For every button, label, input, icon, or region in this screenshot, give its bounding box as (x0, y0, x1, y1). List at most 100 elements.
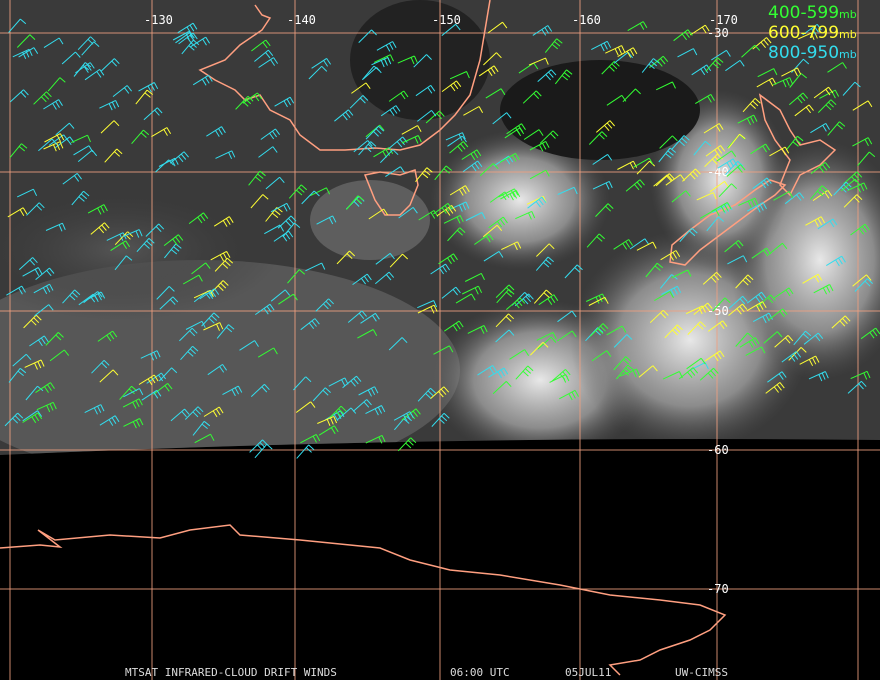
wind-barb (164, 243, 182, 259)
wind-barb (180, 345, 199, 361)
wind-barb (90, 222, 110, 235)
wind-barb (537, 69, 557, 82)
wind-barb (756, 294, 776, 308)
wind-barb (852, 137, 873, 147)
wind-barb (539, 130, 559, 144)
wind-barb (194, 433, 215, 444)
wind-barb (413, 54, 432, 68)
wind-barb (462, 160, 483, 173)
wind-barb (317, 415, 338, 426)
wind-barb (443, 214, 464, 224)
wind-barb (430, 386, 450, 400)
wind-barb (287, 269, 306, 284)
wind-barb (351, 82, 371, 94)
wind-barb (99, 99, 120, 111)
wind-barb (248, 170, 266, 186)
wind-barb (77, 149, 98, 162)
wind-barb (328, 405, 347, 420)
wind-barb (296, 444, 315, 459)
wind-barb (500, 189, 521, 201)
wind-barb (464, 272, 485, 282)
wind-barb (712, 297, 731, 312)
wind-barb (315, 298, 334, 312)
wind-barb (789, 73, 808, 88)
wind-barb (210, 280, 229, 294)
wind-barb (255, 303, 275, 316)
wind-barb (43, 141, 64, 152)
wind-barb (441, 286, 461, 299)
wind-barb (347, 310, 367, 323)
wind-barb (278, 293, 298, 305)
wind-barb (479, 163, 499, 177)
wind-barb (467, 325, 488, 334)
wind-barb (97, 330, 118, 342)
wind-barb (151, 127, 172, 138)
wind-barb (260, 128, 281, 140)
wind-barb (365, 125, 385, 140)
wind-barb (316, 215, 337, 225)
wind-barbs (4, 18, 880, 459)
wind-barb (300, 433, 321, 444)
wind-barb (831, 315, 851, 329)
wind-barb (773, 287, 794, 299)
legend-entry: 400-599mb (768, 3, 857, 23)
wind-barb (190, 36, 211, 48)
wind-barb (365, 405, 386, 416)
wind-barb (438, 253, 458, 265)
wind-barb (18, 257, 38, 270)
wind-barb (687, 321, 706, 335)
wind-barb (498, 188, 519, 198)
wind-barb (417, 304, 438, 314)
wind-barb (455, 293, 476, 304)
wind-barb (735, 332, 754, 347)
wind-barb (840, 178, 861, 192)
wind-barb (773, 191, 794, 201)
wind-barb (509, 349, 530, 360)
wind-barb (677, 48, 698, 58)
wind-barb (501, 241, 522, 251)
wind-barb (8, 367, 27, 383)
wind-barb (138, 374, 159, 386)
source-label: UW-CIMSS (675, 666, 728, 679)
wind-barb (788, 347, 807, 361)
wind-barb (752, 312, 773, 324)
wind-barb (655, 81, 676, 91)
wind-barb (784, 192, 805, 205)
wind-barb (416, 110, 437, 122)
wind-barb (529, 140, 550, 152)
wind-barb (249, 439, 268, 453)
wind-barb (709, 180, 730, 193)
wind-barb (641, 58, 660, 73)
wind-barb (592, 153, 613, 165)
wind-barb (222, 385, 243, 397)
wind-barb (726, 164, 746, 177)
wind-barb (214, 257, 234, 272)
wind-barb (213, 216, 234, 227)
wind-barb (649, 55, 669, 69)
wind-barb (100, 58, 120, 72)
wind-barb (588, 296, 609, 306)
legend-unit: mb (839, 48, 857, 61)
wind-barb (767, 371, 787, 383)
wind-barb (847, 182, 868, 193)
wind-barb (178, 32, 198, 45)
wind-barb (358, 386, 379, 397)
wind-barb (425, 110, 445, 124)
wind-barb (671, 190, 691, 203)
wind-barb (522, 90, 542, 104)
wind-barb (47, 77, 66, 92)
wind-barb (852, 100, 873, 111)
wind-barb (588, 131, 608, 145)
wind-barb (850, 370, 871, 380)
wind-barb (616, 364, 634, 380)
wind-barb (62, 172, 83, 185)
wind-barb (810, 122, 830, 134)
wind-barb (135, 89, 154, 105)
wind-barb (659, 135, 678, 149)
wind-barb (695, 93, 715, 105)
footer: MTSAT INFRARED-CLOUD DRIFT WINDS 06:00 U… (125, 666, 728, 679)
wind-barb (239, 340, 259, 351)
latitude-label: -60 (707, 443, 729, 457)
wind-barb (725, 59, 745, 72)
